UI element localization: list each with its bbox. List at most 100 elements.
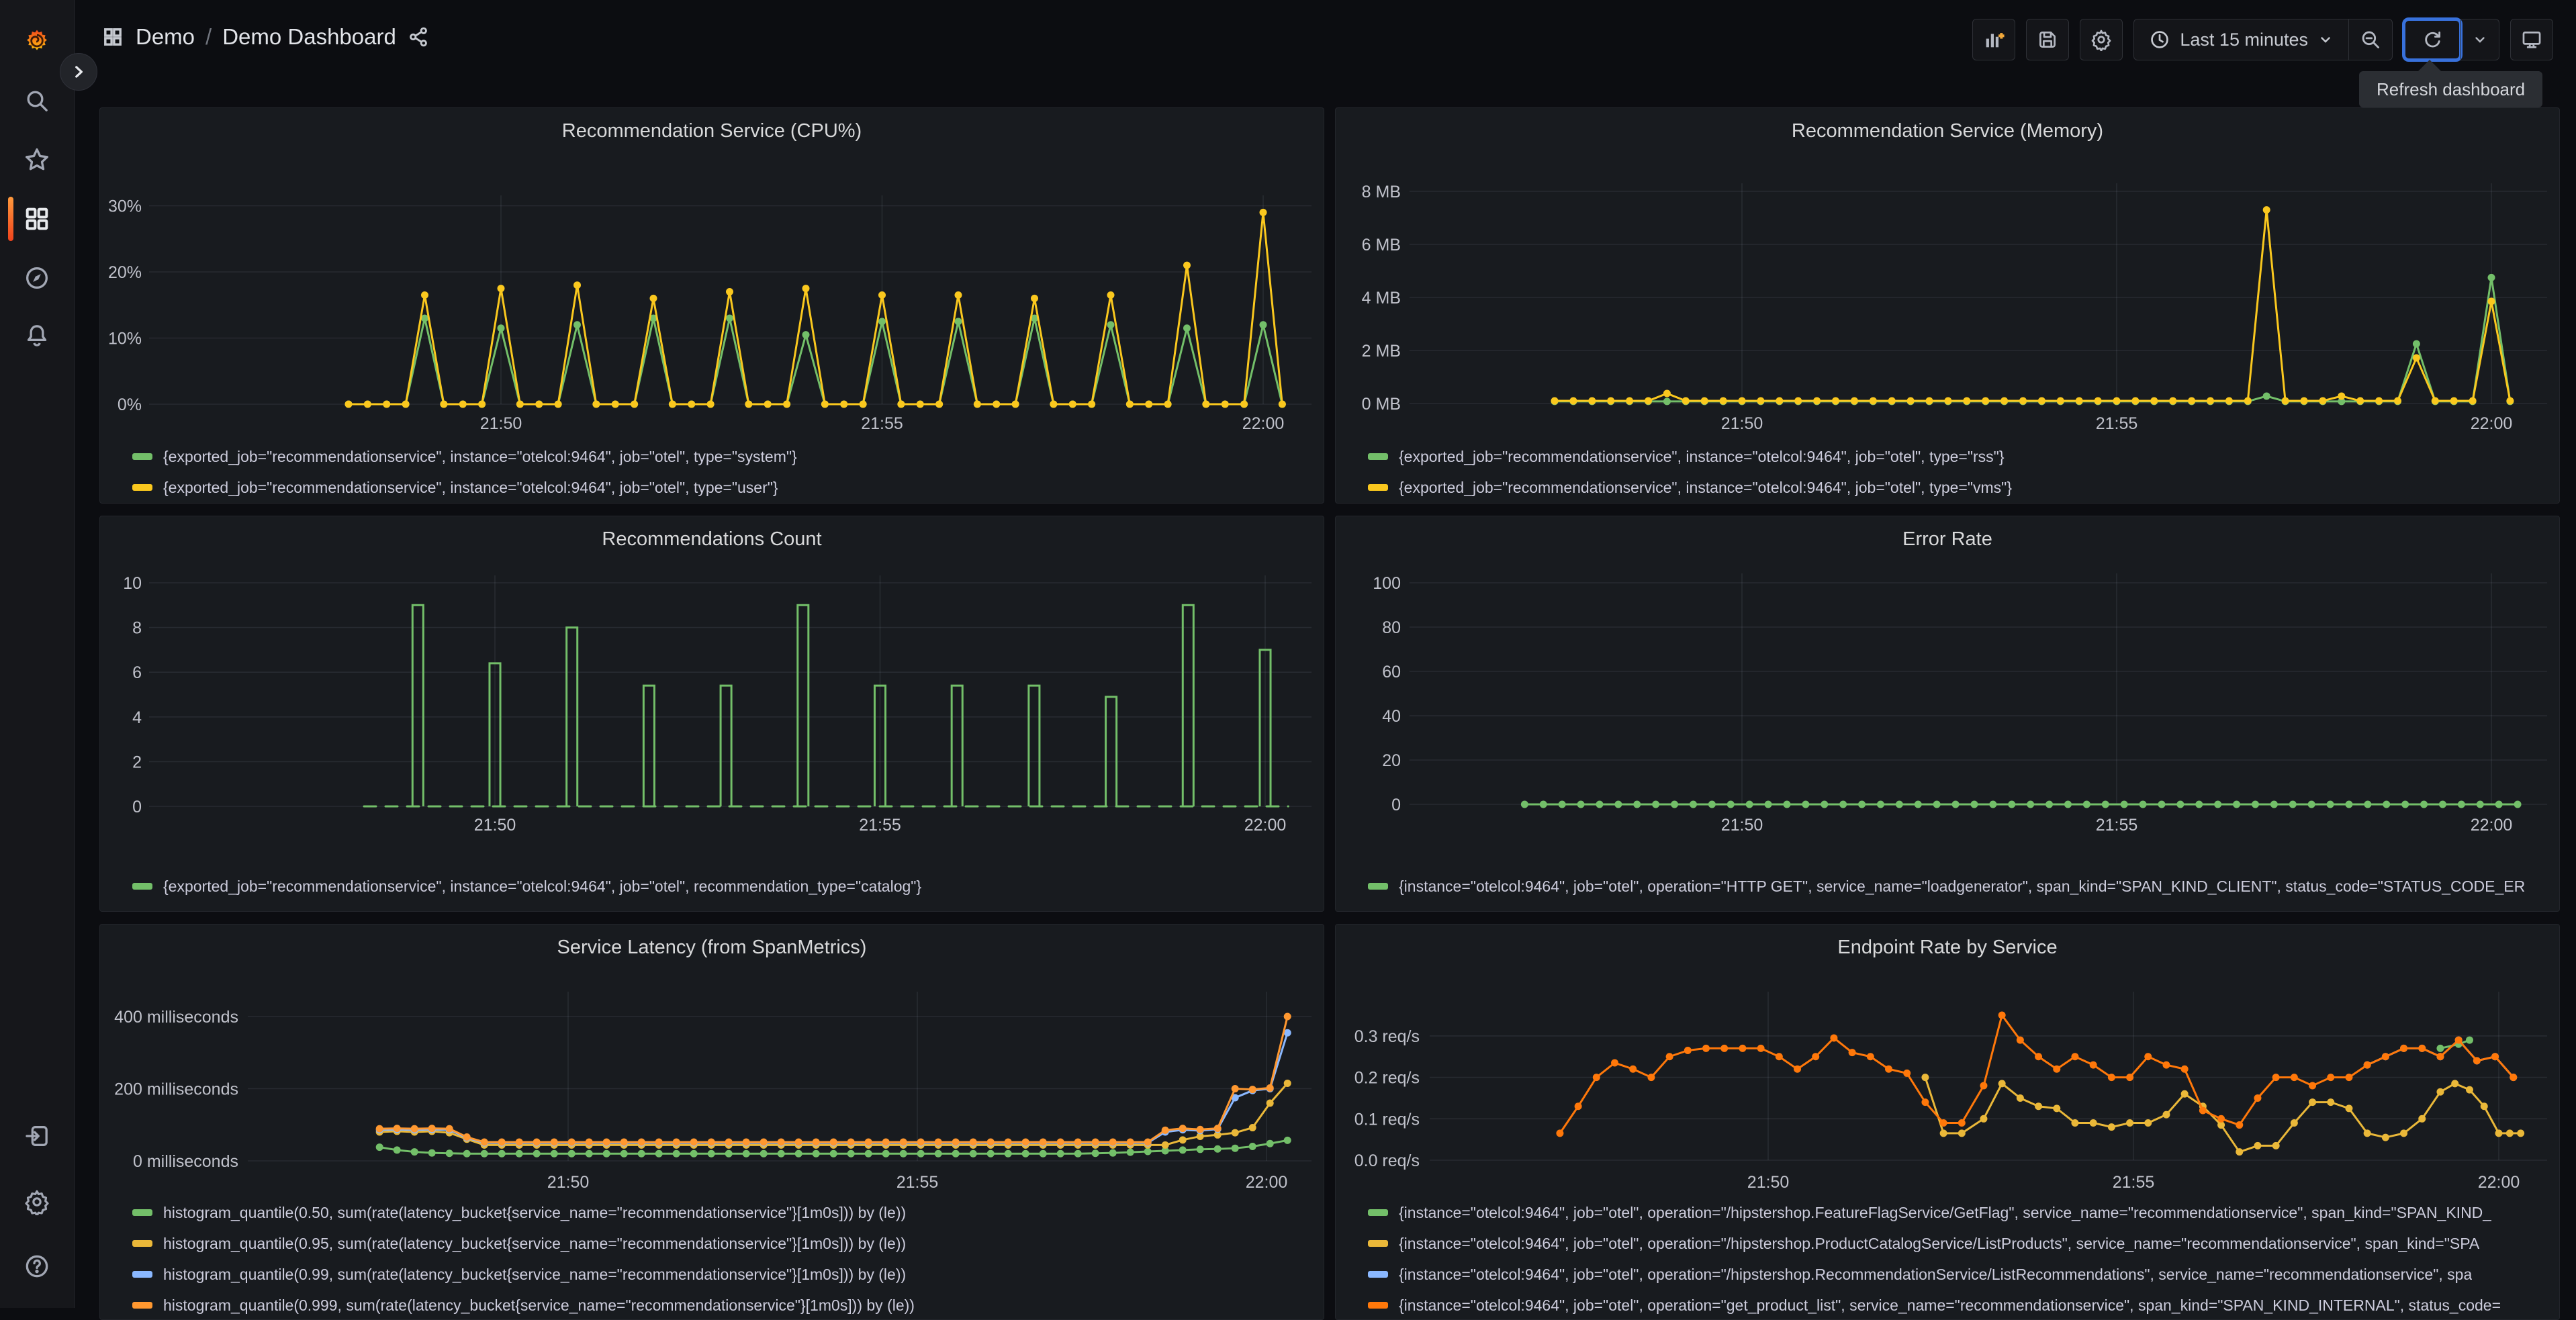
- settings-gear-icon[interactable]: [22, 1187, 52, 1217]
- legend-item[interactable]: {exported_job="recommendationservice", i…: [132, 441, 1310, 472]
- legend-item[interactable]: {exported_job="recommendationservice", i…: [1368, 472, 2546, 503]
- legend-swatch: [1368, 1240, 1388, 1247]
- legend-label: {instance="otelcol:9464", job="otel", op…: [1399, 1296, 2501, 1314]
- endpoint-rate-chart[interactable]: 0.0 req/s 0.1 req/s 0.2 req/s 0.3 req/s 21:5…: [1336, 925, 2560, 1320]
- dashboard-grid-icon: [101, 25, 125, 49]
- breadcrumb-section[interactable]: Demo: [136, 24, 195, 49]
- svg-text:2: 2: [132, 753, 142, 771]
- add-panel-button[interactable]: [1972, 19, 2016, 60]
- svg-text:21:55: 21:55: [859, 816, 901, 835]
- legend-item[interactable]: histogram_quantile(0.95, sum(rate(latenc…: [132, 1228, 1310, 1259]
- panel-recommendation-memory: Recommendation Service (Memory) 0 MB 2 MB…: [1335, 107, 2560, 504]
- svg-text:21:55: 21:55: [2096, 816, 2138, 835]
- save-dashboard-button[interactable]: [2026, 19, 2070, 60]
- legend-label: histogram_quantile(0.999, sum(rate(laten…: [163, 1296, 915, 1314]
- legend-item[interactable]: {exported_job="recommendationservice", i…: [1368, 441, 2546, 472]
- legend-item[interactable]: histogram_quantile(0.50, sum(rate(latenc…: [132, 1197, 1310, 1228]
- panel-error-rate: Error Rate 0 20 40 60 80 100 21:50 21:55 22:00 {…: [1335, 516, 2560, 912]
- panel-title[interactable]: Recommendations Count: [602, 528, 822, 550]
- legend-item[interactable]: histogram_quantile(0.99, sum(rate(latenc…: [132, 1259, 1310, 1290]
- zoom-out-time-button[interactable]: [2348, 19, 2392, 60]
- svg-text:22:00: 22:00: [1242, 414, 1285, 433]
- legend-label: {exported_job="recommendationservice", i…: [1399, 478, 2013, 496]
- refresh-dashboard-button[interactable]: [2402, 17, 2463, 62]
- svg-text:2 MB: 2 MB: [1362, 342, 1401, 361]
- chevron-down-icon: [2321, 37, 2330, 43]
- svg-text:80: 80: [1382, 618, 1401, 637]
- star-icon[interactable]: [22, 145, 52, 175]
- sidebar: [0, 0, 75, 1308]
- legend-item[interactable]: {instance="otelcol:9464", job="otel", op…: [1368, 1228, 2546, 1259]
- time-range-picker[interactable]: Last 15 minutes: [2134, 19, 2348, 60]
- svg-text:21:55: 21:55: [896, 1173, 939, 1192]
- legend-swatch: [132, 1302, 152, 1309]
- svg-text:6: 6: [132, 663, 142, 682]
- grafana-logo[interactable]: [22, 27, 52, 56]
- legend-swatch: [132, 1240, 152, 1247]
- legend-item[interactable]: {instance="otelcol:9464", job="otel", op…: [1368, 871, 2546, 902]
- svg-text:22:00: 22:00: [2471, 414, 2513, 433]
- legend-label: {exported_job="recommendationservice", i…: [163, 877, 922, 895]
- expand-sidebar-button[interactable]: [60, 53, 97, 91]
- memory-time-series-chart[interactable]: 0 MB 2 MB 4 MB 6 MB 8 MB 21:50 21:55 22:00: [1336, 108, 2560, 504]
- legend: {instance="otelcol:9464", job="otel", op…: [1368, 871, 2546, 902]
- svg-text:4 MB: 4 MB: [1362, 289, 1401, 308]
- legend-swatch: [132, 1209, 152, 1216]
- explore-compass-icon[interactable]: [22, 263, 52, 293]
- legend-item[interactable]: {instance="otelcol:9464", job="otel", op…: [1368, 1259, 2546, 1290]
- dashboards-grid-icon[interactable]: [22, 204, 52, 234]
- legend-label: {instance="otelcol:9464", job="otel", op…: [1399, 1265, 2473, 1283]
- legend-item[interactable]: {exported_job="recommendationservice", i…: [132, 871, 1310, 902]
- panel-title[interactable]: Recommendation Service (Memory): [1791, 120, 2104, 142]
- legend-swatch: [1368, 484, 1388, 491]
- svg-text:10: 10: [123, 574, 142, 593]
- svg-text:20%: 20%: [108, 263, 142, 282]
- kiosk-mode-button[interactable]: [2510, 19, 2553, 60]
- panel-title[interactable]: Service Latency (from SpanMetrics): [557, 937, 867, 958]
- svg-text:0%: 0%: [118, 395, 142, 414]
- breadcrumb-page[interactable]: Demo Dashboard: [222, 24, 396, 49]
- svg-text:4: 4: [132, 708, 142, 727]
- legend: {exported_job="recommendationservice", i…: [132, 441, 1310, 503]
- refresh-interval-dropdown[interactable]: [2460, 19, 2499, 60]
- legend: histogram_quantile(0.50, sum(rate(latenc…: [132, 1197, 1310, 1319]
- time-range-label: Last 15 minutes: [2180, 29, 2308, 50]
- alerting-bell-icon[interactable]: [22, 321, 52, 350]
- refresh-group: [2402, 17, 2499, 62]
- svg-text:22:00: 22:00: [1246, 1173, 1288, 1192]
- legend-label: {exported_job="recommendationservice", i…: [163, 447, 797, 465]
- legend-item[interactable]: {instance="otelcol:9464", job="otel", op…: [1368, 1290, 2546, 1319]
- dashboard-settings-button[interactable]: [2080, 19, 2123, 60]
- svg-text:21:55: 21:55: [2096, 414, 2138, 433]
- svg-text:21:55: 21:55: [861, 414, 903, 433]
- svg-text:0.1 req/s: 0.1 req/s: [1354, 1110, 1420, 1129]
- legend-item[interactable]: {instance="otelcol:9464", job="otel", op…: [1368, 1197, 2546, 1228]
- svg-text:10%: 10%: [108, 330, 142, 348]
- legend-label: histogram_quantile(0.99, sum(rate(latenc…: [163, 1265, 907, 1283]
- svg-text:0 MB: 0 MB: [1362, 395, 1401, 414]
- panel-title[interactable]: Recommendation Service (CPU%): [561, 120, 862, 142]
- svg-text:0 milliseconds: 0 milliseconds: [133, 1152, 238, 1171]
- svg-text:21:50: 21:50: [480, 414, 522, 433]
- panel-title[interactable]: Error Rate: [1902, 528, 1992, 550]
- svg-text:21:50: 21:50: [1721, 414, 1763, 433]
- panel-title[interactable]: Endpoint Rate by Service: [1837, 937, 2058, 958]
- cpu-time-series-chart[interactable]: 0% 10% 20% 30% 21:50 21:55 22:00: [100, 108, 1324, 504]
- share-icon[interactable]: [407, 26, 430, 48]
- sign-in-icon[interactable]: [22, 1121, 52, 1151]
- help-icon[interactable]: [22, 1252, 52, 1281]
- legend-swatch: [1368, 1271, 1388, 1278]
- breadcrumb-separator: /: [205, 24, 212, 49]
- error-rate-chart[interactable]: 0 20 40 60 80 100 21:50 21:55 22:00: [1336, 516, 2560, 912]
- svg-text:21:50: 21:50: [1747, 1173, 1790, 1192]
- legend-swatch: [1368, 1209, 1388, 1216]
- breadcrumb: Demo / Demo Dashboard: [101, 24, 430, 50]
- svg-text:22:00: 22:00: [1244, 816, 1287, 835]
- search-icon[interactable]: [22, 86, 52, 115]
- legend-item[interactable]: {exported_job="recommendationservice", i…: [132, 472, 1310, 503]
- svg-text:40: 40: [1382, 707, 1401, 726]
- latency-chart[interactable]: 0 milliseconds 200 milliseconds 400 millis…: [100, 925, 1324, 1320]
- count-chart[interactable]: 0 2 4 6 8 10 21:50 21:55 22:00: [100, 516, 1324, 912]
- svg-text:60: 60: [1382, 663, 1401, 681]
- legend-item[interactable]: histogram_quantile(0.999, sum(rate(laten…: [132, 1290, 1310, 1319]
